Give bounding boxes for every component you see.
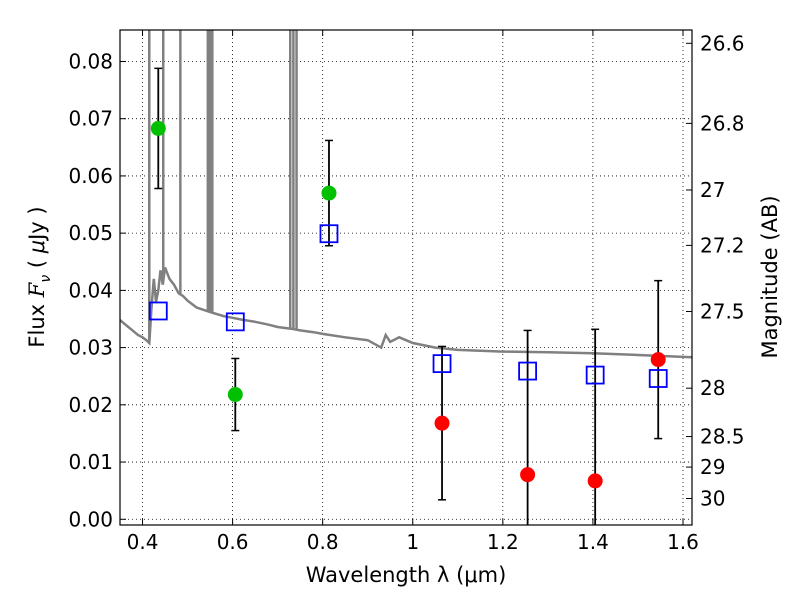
y-tick-label: 0.06	[68, 164, 113, 188]
magnitude-tick-label: 27.5	[700, 300, 745, 324]
model-spectrum	[120, 30, 692, 359]
model-band-point	[432, 354, 452, 374]
y-tick-label: 0.08	[68, 49, 113, 73]
data-point	[650, 352, 666, 368]
x-tick-label: 0.8	[307, 530, 339, 554]
model-band-point	[648, 369, 668, 388]
model-band-point	[319, 224, 339, 244]
y-axis-label: Flux Fν ( μJy )	[25, 206, 54, 347]
y-tick-label: 0.02	[68, 393, 113, 417]
model-band-point	[225, 312, 245, 332]
magnitude-tick-label: 28	[700, 376, 725, 400]
x-tick-label: 0.4	[127, 530, 159, 554]
data-point	[587, 473, 603, 489]
y-tick-label: 0.03	[68, 336, 113, 360]
model-band-point	[585, 365, 605, 385]
magnitude-tick-label: 28.5	[700, 425, 745, 449]
x-tick-label: 1.2	[487, 530, 519, 554]
y-axis: 0.00 0.01 0.02 0.03 0.04 0.05 0.06 0.07 0.08	[68, 49, 126, 531]
grid-lines	[120, 30, 692, 525]
data-markers	[148, 120, 668, 489]
x-tick-label: 1.6	[667, 530, 699, 554]
plot-area	[120, 30, 692, 525]
plot-frame	[119, 29, 693, 526]
model-band-point	[518, 361, 538, 381]
y-tick-label: 0.00	[68, 507, 113, 531]
error-bars	[154, 67, 663, 525]
data-point	[227, 387, 243, 403]
magnitude-tick-label: 26.6	[700, 31, 745, 55]
data-point	[434, 415, 450, 431]
x-tick-label: 1	[406, 530, 419, 554]
magnitude-tick-label: 30	[700, 487, 725, 511]
data-point	[321, 185, 337, 201]
y-tick-label: 0.05	[68, 221, 113, 245]
magnitude-tick-label: 29	[700, 455, 725, 479]
model-band-point	[148, 301, 168, 321]
x-tick-label: 1.4	[577, 530, 609, 554]
data-point	[520, 467, 536, 483]
model-spectrum-line	[120, 267, 692, 359]
magnitude-axis: 26.6 26.8 27 27.2 27.5 28 28.5 29 30	[686, 31, 745, 511]
x-axis: 0.4 0.6 0.8 1 1.2 1.4 1.6	[127, 30, 699, 554]
magnitude-tick-label: 27.2	[700, 233, 745, 257]
y-tick-label: 0.01	[68, 450, 113, 474]
data-point	[150, 120, 166, 136]
y-tick-label: 0.07	[68, 107, 113, 131]
y-tick-label: 0.04	[68, 278, 113, 302]
magnitude-tick-label: 27	[700, 178, 725, 202]
x-tick-label: 0.6	[217, 530, 249, 554]
x-axis-label: Wavelength λ (μm)	[306, 563, 507, 587]
magnitude-axis-label: Magnitude (AB)	[758, 195, 782, 358]
magnitude-tick-label: 26.8	[700, 111, 745, 135]
